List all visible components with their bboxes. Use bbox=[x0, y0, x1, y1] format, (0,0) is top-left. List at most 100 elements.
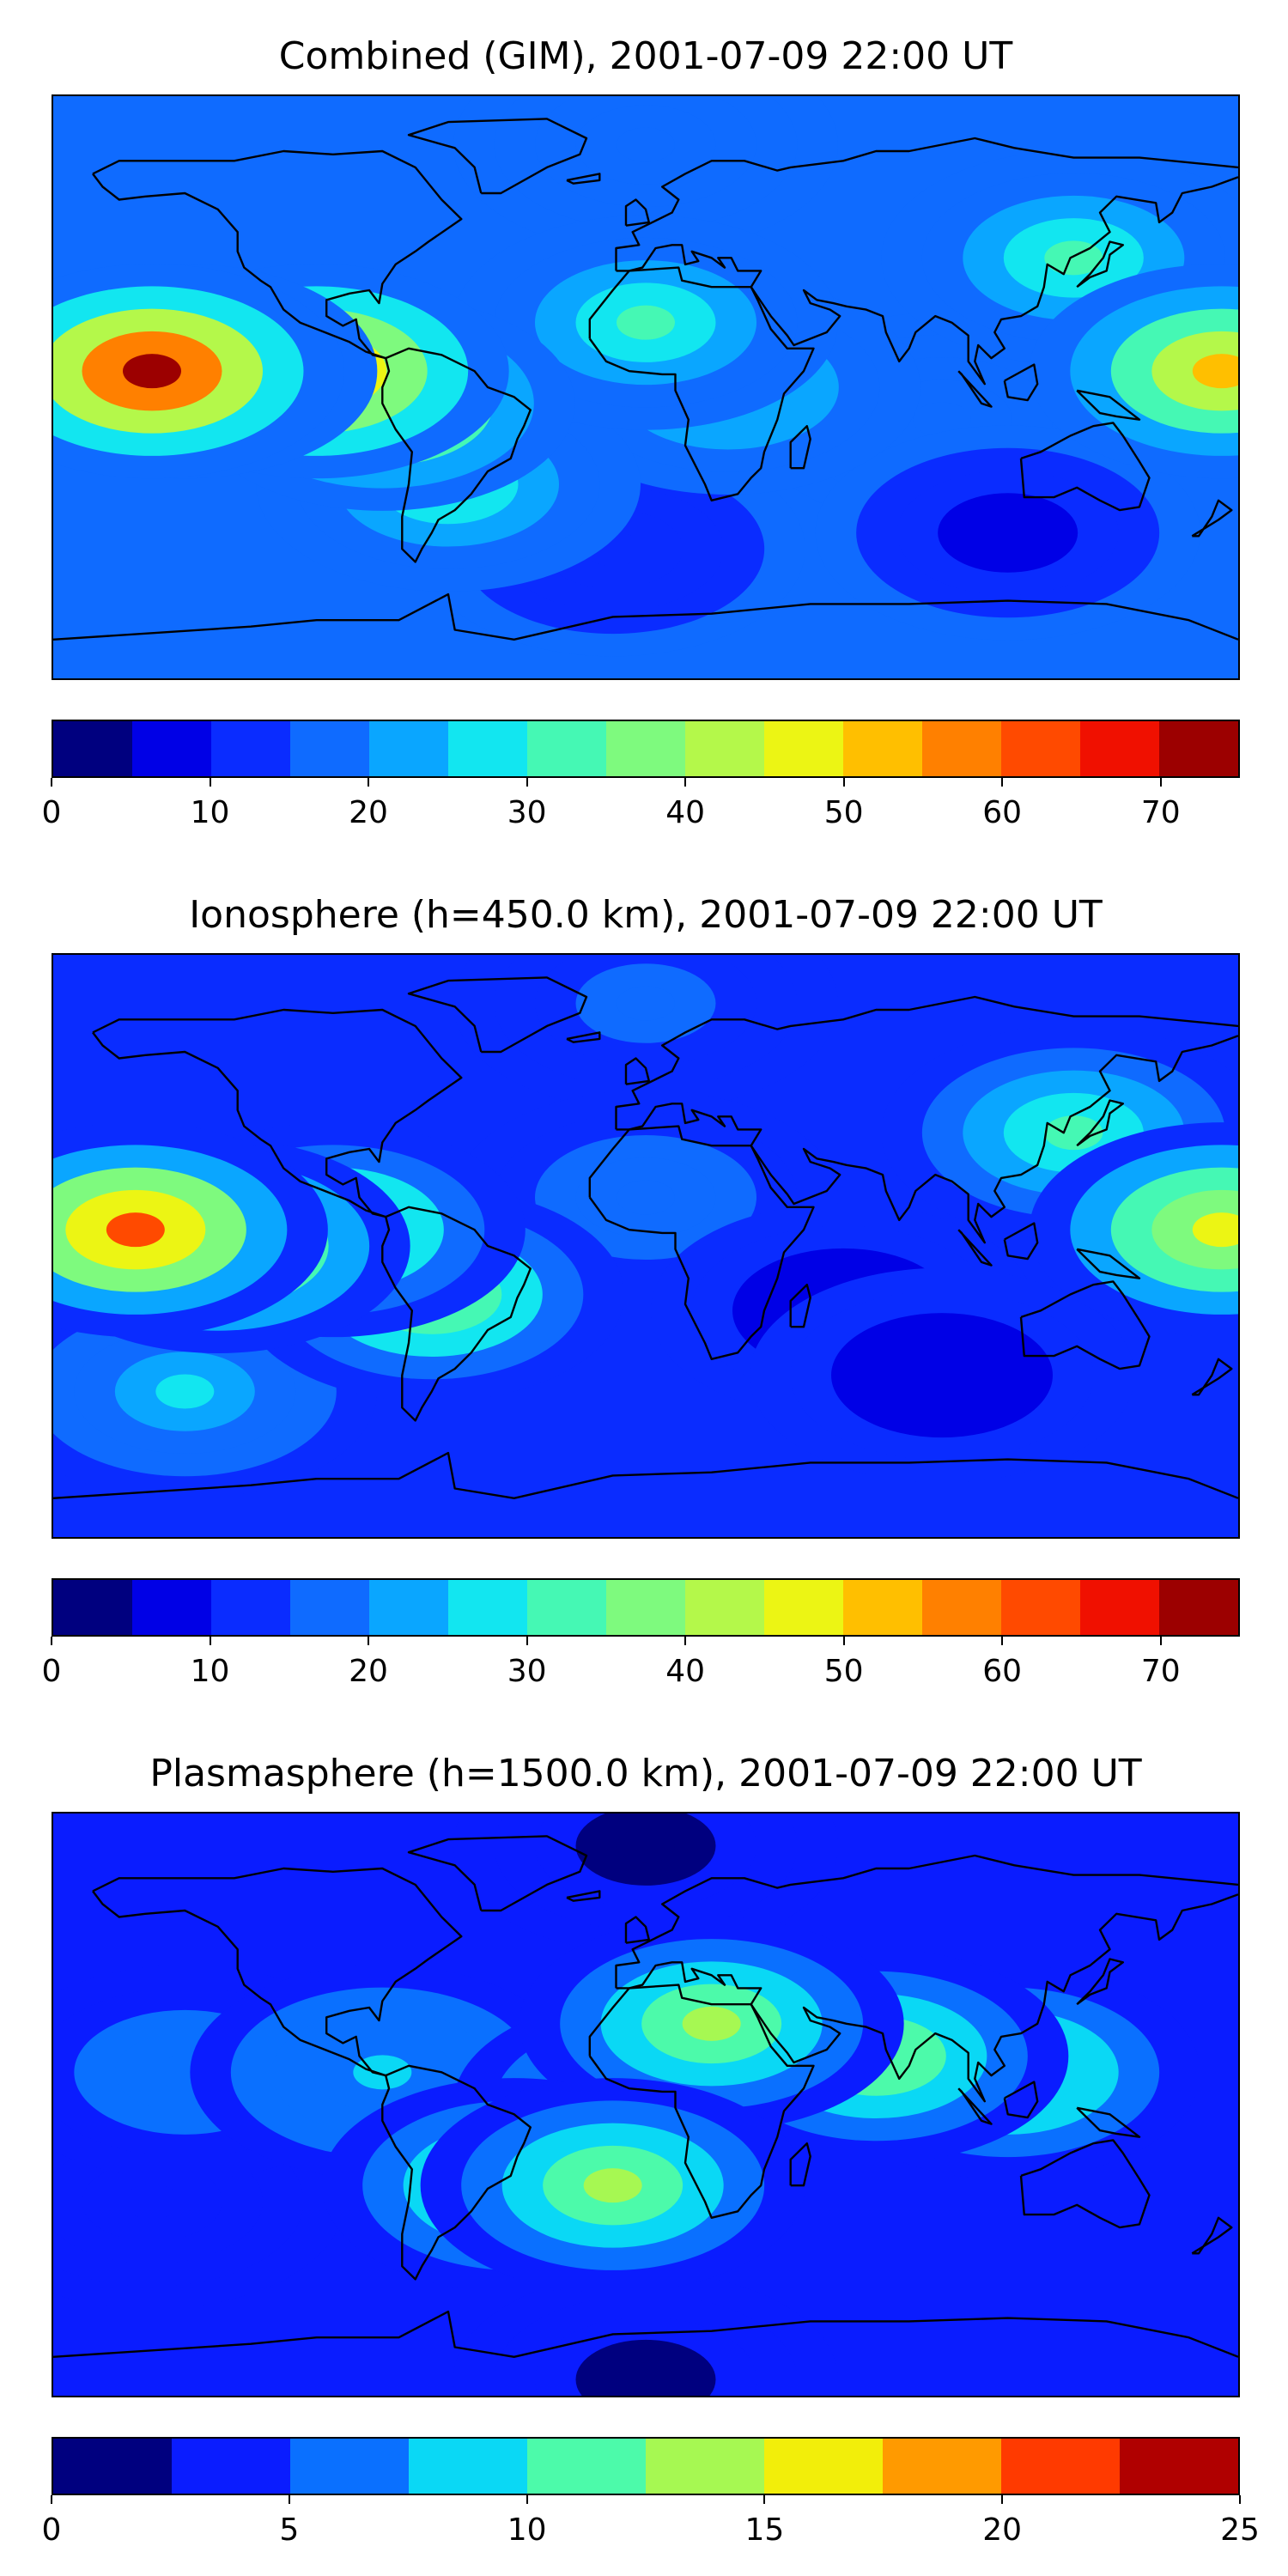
colorbar-segment bbox=[606, 721, 685, 776]
colorbar-tick-label: 0 bbox=[41, 795, 62, 830]
contour-region bbox=[583, 2168, 642, 2203]
coastline bbox=[1076, 240, 1125, 289]
colorbar-segment bbox=[211, 721, 290, 776]
coastline bbox=[1003, 2081, 1039, 2119]
colorbar-segment bbox=[1001, 2439, 1120, 2494]
coastline bbox=[1076, 389, 1141, 421]
contour-region bbox=[123, 2184, 181, 2219]
contour-region bbox=[123, 354, 181, 389]
contour-region bbox=[913, 1358, 971, 1393]
coastline bbox=[92, 1008, 463, 1218]
colorbar-segment bbox=[527, 2439, 646, 2494]
coastline bbox=[381, 347, 532, 563]
colorbar-segment bbox=[1001, 721, 1080, 776]
colorbar-tick-mark bbox=[842, 1637, 845, 1645]
colorbar bbox=[52, 1578, 1240, 1637]
coastline bbox=[53, 592, 1238, 641]
coastline bbox=[624, 1057, 650, 1085]
colorbar-tick-label: 30 bbox=[507, 1654, 547, 1689]
colorbar-tick-mark bbox=[51, 1637, 52, 1645]
colorbar-segment bbox=[53, 1580, 132, 1635]
panel-plasmasphere: Plasmasphere (h=1500.0 km), 2001-07-09 2… bbox=[0, 1717, 1288, 2576]
coastline bbox=[1191, 499, 1233, 538]
colorbar-segment bbox=[764, 721, 843, 776]
colorbar-segment bbox=[53, 721, 132, 776]
contour-region bbox=[617, 1828, 675, 1863]
coastline bbox=[92, 149, 463, 360]
coastline bbox=[407, 1835, 588, 1912]
contour-field bbox=[53, 96, 1238, 678]
colorbar-segment bbox=[290, 1580, 369, 1635]
colorbar-tick-label: 50 bbox=[823, 1654, 864, 1689]
colorbar-segment bbox=[1159, 1580, 1238, 1635]
colorbar-segment bbox=[843, 1580, 922, 1635]
colorbar-tick-mark bbox=[526, 1637, 528, 1645]
colorbar-tick-mark bbox=[1159, 778, 1162, 787]
colorbar-tick-mark bbox=[51, 2495, 52, 2504]
coastline bbox=[624, 198, 650, 227]
colorbar bbox=[52, 2437, 1240, 2495]
colorbar-tick-mark bbox=[209, 778, 211, 787]
coastline bbox=[616, 1893, 1238, 2103]
coastline bbox=[789, 2142, 811, 2187]
coastline bbox=[588, 266, 815, 501]
coastline bbox=[789, 1284, 811, 1328]
colorbar bbox=[52, 720, 1240, 778]
coastline bbox=[566, 1031, 601, 1043]
colorbar-segment bbox=[764, 2439, 883, 2494]
coastline bbox=[53, 2310, 1238, 2358]
colorbar-segment bbox=[448, 1580, 527, 1635]
colorbar-tick-label: 0 bbox=[41, 1654, 62, 1689]
colorbar-segment bbox=[448, 721, 527, 776]
coastline bbox=[1191, 1358, 1233, 1396]
colorbar-segment bbox=[646, 2439, 764, 2494]
colorbar-segment bbox=[1159, 721, 1238, 776]
coastline bbox=[1019, 2139, 1151, 2229]
contour-region bbox=[617, 305, 675, 340]
coastline bbox=[588, 1125, 815, 1360]
coastline bbox=[1076, 1099, 1125, 1147]
colorbar-segment bbox=[132, 721, 211, 776]
colorbar-ticks: 0 10 20 30 40 50 60 70 bbox=[42, 778, 1240, 838]
panel-ionosphere: Ionosphere (h=450.0 km), 2001-07-09 22:0… bbox=[0, 859, 1288, 1717]
coastline bbox=[615, 1854, 1238, 1989]
world-map bbox=[52, 953, 1240, 1539]
colorbar-tick-mark bbox=[1001, 778, 1004, 787]
coastline bbox=[1019, 422, 1151, 512]
coastline bbox=[1076, 2106, 1141, 2138]
contour-region bbox=[353, 2055, 412, 2090]
colorbar-tick-mark bbox=[842, 778, 845, 787]
colorbar-segment bbox=[409, 2439, 527, 2494]
coastline bbox=[615, 137, 1238, 271]
coastline bbox=[92, 1867, 463, 2077]
contour-region bbox=[978, 515, 1037, 550]
colorbar-tick-mark bbox=[526, 2495, 528, 2504]
colorbar-segment bbox=[606, 1580, 685, 1635]
coastline bbox=[957, 1229, 993, 1267]
contour-region bbox=[617, 1180, 675, 1215]
colorbar-segment bbox=[290, 721, 369, 776]
coastline bbox=[624, 1916, 650, 1944]
colorbar-segment bbox=[290, 2439, 409, 2494]
coastline bbox=[1076, 1248, 1141, 1279]
colorbar-segment bbox=[527, 721, 606, 776]
colorbar-tick-label: 20 bbox=[982, 2512, 1023, 2548]
colorbar-tick-label: 40 bbox=[665, 1654, 706, 1689]
coastline bbox=[957, 2087, 993, 2125]
colorbar-tick-label: 20 bbox=[349, 1654, 388, 1689]
colorbar-tick-label: 10 bbox=[507, 2512, 547, 2548]
coastline bbox=[381, 2064, 532, 2281]
colorbar-tick-label: 60 bbox=[982, 795, 1023, 830]
contour-region bbox=[155, 1374, 215, 1409]
colorbar-tick-label: 40 bbox=[665, 795, 706, 830]
colorbar-tick-label: 30 bbox=[507, 795, 547, 830]
colorbar-segment bbox=[132, 1580, 211, 1635]
coastline bbox=[1003, 1222, 1039, 1261]
colorbar-tick-label: 5 bbox=[279, 2512, 300, 2548]
colorbar-tick-label: 25 bbox=[1220, 2512, 1260, 2548]
coastline bbox=[615, 995, 1238, 1130]
contour-region bbox=[617, 127, 675, 162]
chart-title: Combined (GIM), 2001-07-09 22:00 UT bbox=[278, 34, 1013, 78]
colorbar-tick-label: 10 bbox=[190, 1654, 230, 1689]
coastline bbox=[1076, 1958, 1125, 2006]
